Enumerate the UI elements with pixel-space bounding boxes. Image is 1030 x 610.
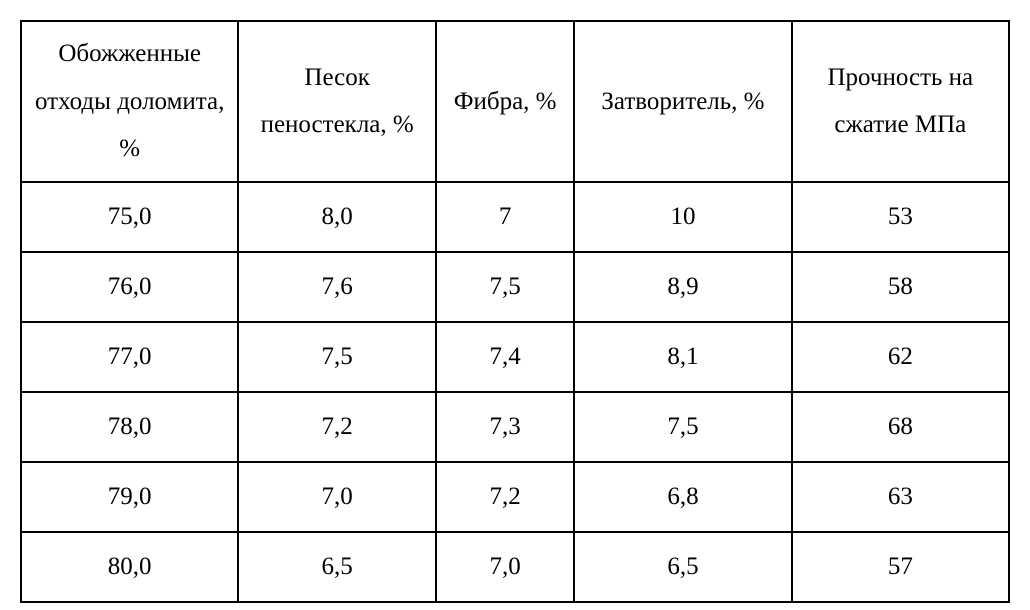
table-cell: 7,6 (238, 252, 436, 322)
table-row: 77,0 7,5 7,4 8,1 62 (21, 322, 1009, 392)
table-cell: 7,5 (238, 322, 436, 392)
table-cell: 7,5 (574, 392, 791, 462)
table-cell: 79,0 (21, 462, 238, 532)
table-cell: 63 (792, 462, 1009, 532)
table-cell: 7,3 (436, 392, 574, 462)
table-cell: 7,4 (436, 322, 574, 392)
table-cell: 7,0 (238, 462, 436, 532)
table-cell: 7,0 (436, 532, 574, 602)
column-header-dolomite: Обожженные отходы доломита, % (21, 21, 238, 182)
table-cell: 7,2 (436, 462, 574, 532)
table-cell: 10 (574, 182, 791, 252)
table-row: 80,0 6,5 7,0 6,5 57 (21, 532, 1009, 602)
table-header-row: Обожженные отходы доломита, % Песок пено… (21, 21, 1009, 182)
table-cell: 6,5 (574, 532, 791, 602)
column-header-foamglass-sand: Песок пеностекла, % (238, 21, 436, 182)
table-cell: 8,9 (574, 252, 791, 322)
table-row: 78,0 7,2 7,3 7,5 68 (21, 392, 1009, 462)
table-cell: 7,2 (238, 392, 436, 462)
table-cell: 58 (792, 252, 1009, 322)
table-cell: 57 (792, 532, 1009, 602)
table-cell: 75,0 (21, 182, 238, 252)
column-header-fiber: Фибра, % (436, 21, 574, 182)
table-row: 79,0 7,0 7,2 6,8 63 (21, 462, 1009, 532)
table-cell: 8,1 (574, 322, 791, 392)
table-cell: 76,0 (21, 252, 238, 322)
table-cell: 6,8 (574, 462, 791, 532)
data-table: Обожженные отходы доломита, % Песок пено… (20, 20, 1010, 603)
table-cell: 8,0 (238, 182, 436, 252)
table-cell: 7,5 (436, 252, 574, 322)
table-cell: 78,0 (21, 392, 238, 462)
table-row: 75,0 8,0 7 10 53 (21, 182, 1009, 252)
table-cell: 77,0 (21, 322, 238, 392)
table-cell: 6,5 (238, 532, 436, 602)
table-cell: 68 (792, 392, 1009, 462)
column-header-mixer: Затворитель, % (574, 21, 791, 182)
table-cell: 53 (792, 182, 1009, 252)
table-row: 76,0 7,6 7,5 8,9 58 (21, 252, 1009, 322)
column-header-compressive-strength: Прочность на сжатие МПа (792, 21, 1009, 182)
table-cell: 62 (792, 322, 1009, 392)
table-cell: 7 (436, 182, 574, 252)
table-cell: 80,0 (21, 532, 238, 602)
